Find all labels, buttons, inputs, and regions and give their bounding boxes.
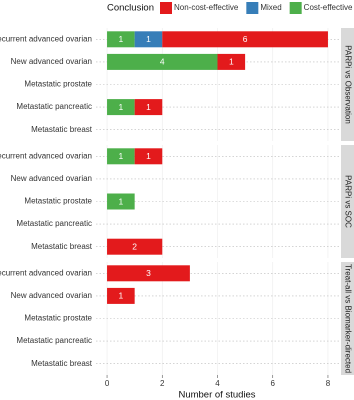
y-tick-label: Recurrent advanced ovarian: [0, 151, 92, 160]
y-tick-label: New advanced ovarian: [11, 174, 92, 183]
facet-strip: [341, 28, 354, 141]
legend-swatch: [289, 2, 302, 14]
facet-label: PARPi vs Observation: [343, 45, 352, 124]
bar-segment: [107, 99, 135, 116]
facet-label: Treat-all vs Biomarker-directed: [343, 264, 352, 373]
legend-label: Non-cost-effective: [174, 3, 239, 12]
legend-title: Conclusion: [107, 3, 154, 14]
y-tick-label: New advanced ovarian: [11, 57, 92, 66]
bar-label: 2: [132, 241, 137, 251]
y-tick-label: Recurrent advanced ovarian: [0, 268, 92, 277]
bar-label: 1: [146, 34, 151, 44]
bar-label: 1: [118, 196, 123, 206]
y-tick-label: Metastatic prostate: [24, 314, 92, 323]
bar-segment: [162, 31, 328, 48]
legend-swatch: [160, 2, 172, 14]
bar-segment: [217, 53, 246, 70]
bar-label: 1: [229, 57, 234, 67]
bar-segment: [107, 148, 135, 165]
y-tick-label: Metastatic prostate: [24, 80, 92, 89]
bar-segment: [107, 238, 163, 255]
y-tick-label: Metastatic breast: [31, 242, 93, 251]
x-axis-title: Number of studies: [178, 390, 255, 400]
facet-strip: [341, 262, 354, 375]
x-tick-label: 2: [160, 379, 165, 388]
bar-label: 1: [118, 102, 123, 112]
bar-label: 1: [146, 102, 151, 112]
bar-segment: [107, 265, 190, 282]
y-tick-label: Metastatic pancreatic: [16, 219, 92, 228]
legend-swatch: [246, 2, 259, 14]
facet-strip: [341, 145, 354, 258]
y-tick-label: Recurrent advanced ovarian: [0, 34, 92, 43]
legend-label: Mixed: [260, 3, 281, 12]
bar-label: 3: [146, 268, 151, 278]
y-tick-label: Metastatic prostate: [24, 197, 92, 206]
bar-segment: [134, 148, 163, 165]
bar-label: 6: [243, 34, 248, 44]
y-tick-label: Metastatic breast: [31, 359, 93, 368]
bar-segment: [134, 99, 163, 116]
bar-label: 1: [118, 151, 123, 161]
x-tick-label: 8: [326, 379, 331, 388]
bar-segment: [107, 53, 218, 70]
bar-segment: [107, 287, 135, 304]
x-tick-label: 0: [105, 379, 110, 388]
legend-label: Cost-effective: [304, 3, 353, 12]
bar-segment: [134, 31, 163, 48]
bar-segment: [107, 193, 135, 210]
y-tick-label: Metastatic pancreatic: [16, 336, 92, 345]
x-tick-label: 4: [215, 379, 220, 388]
bar-label: 4: [160, 57, 165, 67]
y-tick-label: Metastatic pancreatic: [16, 102, 92, 111]
bar-segment: [107, 31, 135, 48]
x-tick-label: 6: [271, 379, 276, 388]
bar-label: 1: [118, 34, 123, 44]
bar-label: 1: [146, 151, 151, 161]
y-tick-label: Metastatic breast: [31, 125, 93, 134]
y-tick-label: New advanced ovarian: [11, 291, 92, 300]
bar-label: 1: [118, 291, 123, 301]
facet-label: PARPi vs SOC: [343, 175, 352, 228]
